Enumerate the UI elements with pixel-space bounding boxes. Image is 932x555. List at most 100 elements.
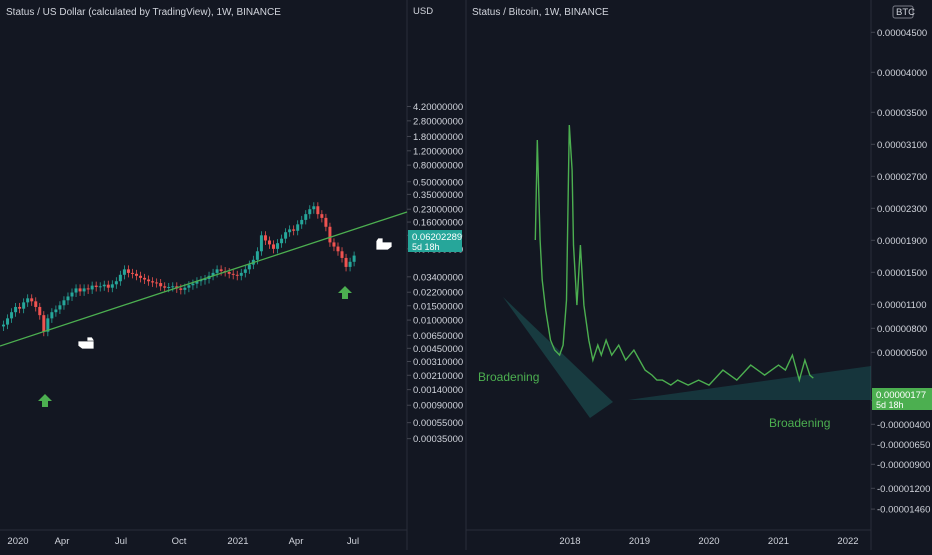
time-tick-label: 2020 bbox=[698, 536, 719, 547]
candle bbox=[10, 312, 14, 319]
broadening-label-left: Broadening bbox=[478, 370, 539, 384]
left-price-axis[interactable]: 4.20000000 2.80000000 1.80000000 1.20000000… bbox=[407, 102, 463, 445]
left-time-axis[interactable]: 2020 Apr Jul Oct 2021 Apr Jul bbox=[7, 536, 359, 547]
price-tick-label: 0.35000000 bbox=[413, 190, 463, 201]
candle bbox=[34, 301, 38, 307]
candle bbox=[191, 283, 195, 286]
candle bbox=[50, 312, 54, 319]
candle bbox=[211, 272, 215, 276]
candle bbox=[134, 273, 138, 276]
candle bbox=[30, 298, 34, 302]
candle bbox=[231, 273, 235, 275]
price-tick-label: 0.00002300 bbox=[877, 204, 927, 215]
candle bbox=[195, 281, 199, 284]
price-tick-label: 0.02200000 bbox=[413, 288, 463, 299]
candle bbox=[66, 296, 70, 301]
candle bbox=[183, 287, 187, 290]
candle bbox=[22, 302, 26, 309]
price-tick-label: 2.80000000 bbox=[413, 116, 463, 127]
candle bbox=[122, 269, 126, 275]
candle bbox=[263, 235, 267, 241]
time-tick-label: 2021 bbox=[227, 536, 248, 547]
candle bbox=[106, 284, 110, 288]
candle bbox=[163, 286, 167, 288]
candle bbox=[320, 214, 324, 218]
candle bbox=[114, 281, 118, 285]
candle bbox=[255, 251, 259, 260]
candle bbox=[74, 288, 78, 293]
candle bbox=[203, 278, 207, 281]
candle bbox=[292, 229, 296, 231]
price-tick-label: 0.00003500 bbox=[877, 108, 927, 119]
price-tick-label: 0.00035000 bbox=[413, 434, 463, 445]
candle bbox=[130, 272, 134, 274]
left-last-price: 0.06202289 bbox=[412, 232, 462, 243]
candle bbox=[118, 274, 122, 282]
left-chart-pane[interactable]: Status / US Dollar (calculated by Tradin… bbox=[0, 0, 463, 550]
price-line bbox=[534, 124, 814, 386]
candle bbox=[70, 292, 74, 297]
price-tick-label: 0.00004000 bbox=[877, 68, 927, 79]
candle bbox=[179, 288, 183, 290]
time-tick-label: 2019 bbox=[629, 536, 650, 547]
price-tick-label: 0.00090000 bbox=[413, 401, 463, 412]
price-tick-label: 0.00001100 bbox=[877, 300, 927, 311]
candle bbox=[151, 281, 155, 283]
broadening-label-right: Broadening bbox=[769, 416, 830, 430]
left-candles bbox=[2, 202, 356, 337]
candle bbox=[82, 288, 86, 292]
time-tick-label: 2022 bbox=[837, 536, 858, 547]
price-tick-label: 0.00003100 bbox=[877, 140, 927, 151]
price-tick-label: -0.00000650 bbox=[877, 440, 930, 451]
candle bbox=[143, 277, 147, 280]
candle bbox=[139, 275, 143, 278]
time-tick-label: 2018 bbox=[559, 536, 580, 547]
price-tick-label: -0.00000400 bbox=[877, 420, 930, 431]
candle bbox=[187, 285, 191, 288]
price-tick-label: -0.00001460 bbox=[877, 505, 930, 516]
candle bbox=[38, 306, 42, 316]
left-countdown: 5d 18h bbox=[412, 242, 440, 252]
price-tick-label: 0.00001900 bbox=[877, 236, 927, 247]
candle bbox=[167, 286, 171, 288]
candle bbox=[62, 300, 66, 306]
candle bbox=[171, 286, 175, 288]
price-tick-label: 0.00650000 bbox=[413, 331, 463, 342]
candle bbox=[308, 209, 312, 215]
support-trendline[interactable] bbox=[0, 211, 408, 347]
price-tick-label: -0.00000900 bbox=[877, 460, 930, 471]
candle bbox=[328, 226, 332, 243]
candle bbox=[46, 318, 50, 332]
candle bbox=[316, 206, 320, 215]
candle bbox=[147, 279, 151, 282]
candle bbox=[247, 264, 251, 270]
price-tick-label: 0.00055000 bbox=[413, 418, 463, 429]
candle bbox=[110, 284, 114, 288]
candle bbox=[352, 255, 356, 262]
time-tick-label: Oct bbox=[172, 536, 187, 547]
candle bbox=[340, 251, 344, 258]
price-tick-label: 0.00140000 bbox=[413, 385, 463, 396]
candle bbox=[336, 246, 340, 252]
candle bbox=[235, 274, 239, 276]
price-tick-label: 0.00000500 bbox=[877, 348, 927, 359]
price-tick-label: 0.00001500 bbox=[877, 268, 927, 279]
right-time-axis[interactable]: 2018 2019 2020 2021 2022 bbox=[559, 536, 858, 547]
candle bbox=[94, 285, 98, 287]
candle bbox=[98, 286, 102, 288]
right-chart-pane[interactable]: Status / Bitcoin, 1W, BINANCE BTC 0.0000… bbox=[465, 0, 932, 550]
price-tick-label: 0.01500000 bbox=[413, 301, 463, 312]
right-unit-box: BTC bbox=[892, 5, 915, 19]
candle bbox=[219, 269, 223, 272]
price-tick-label: 0.23000000 bbox=[413, 205, 463, 216]
candle bbox=[78, 288, 82, 292]
candle bbox=[304, 214, 308, 220]
up-arrow-icon bbox=[38, 394, 52, 407]
price-tick-label: 0.50000000 bbox=[413, 177, 463, 188]
price-tick-label: 0.16000000 bbox=[413, 218, 463, 229]
candle bbox=[42, 315, 46, 332]
candle bbox=[14, 306, 18, 313]
right-chart-title: Status / Bitcoin, 1W, BINANCE bbox=[472, 7, 609, 18]
broadening-pattern-left[interactable] bbox=[503, 297, 613, 418]
